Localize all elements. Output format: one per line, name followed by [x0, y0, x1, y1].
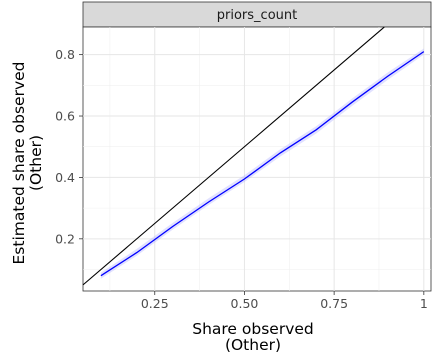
- x-axis-ticks: 0.25 0.50 0.75 1: [141, 291, 428, 311]
- y-tick-label: 0.8: [55, 47, 75, 62]
- series-layer: [100, 51, 425, 277]
- y-tick-label: 0.2: [55, 231, 75, 246]
- plot-panel: [82, 26, 432, 292]
- facet-strip: [82, 1, 432, 28]
- y-axis-ticks: 0.2 0.4 0.6 0.8: [55, 47, 83, 246]
- facet-label: priors_count: [217, 8, 297, 23]
- x-tick-label: 0.25: [141, 296, 169, 311]
- y-tick-label: 0.6: [55, 109, 75, 124]
- x-tick-label: 0.50: [231, 296, 259, 311]
- gridlines: [83, 27, 431, 291]
- y-tick-label: 0.4: [55, 170, 75, 185]
- y-axis-title-line2: (Other): [27, 135, 45, 191]
- x-axis-title-line2: (Other): [225, 336, 281, 354]
- y-axis-title-line1: Estimated share observed: [10, 62, 28, 265]
- identity-reference-line: [82, 26, 385, 286]
- x-tick-label: 1: [420, 296, 428, 311]
- reference-line-layer: [82, 26, 385, 286]
- x-axis-title-line1: Share observed: [192, 320, 314, 338]
- series-line: [100, 51, 425, 277]
- x-tick-label: 0.75: [320, 296, 348, 311]
